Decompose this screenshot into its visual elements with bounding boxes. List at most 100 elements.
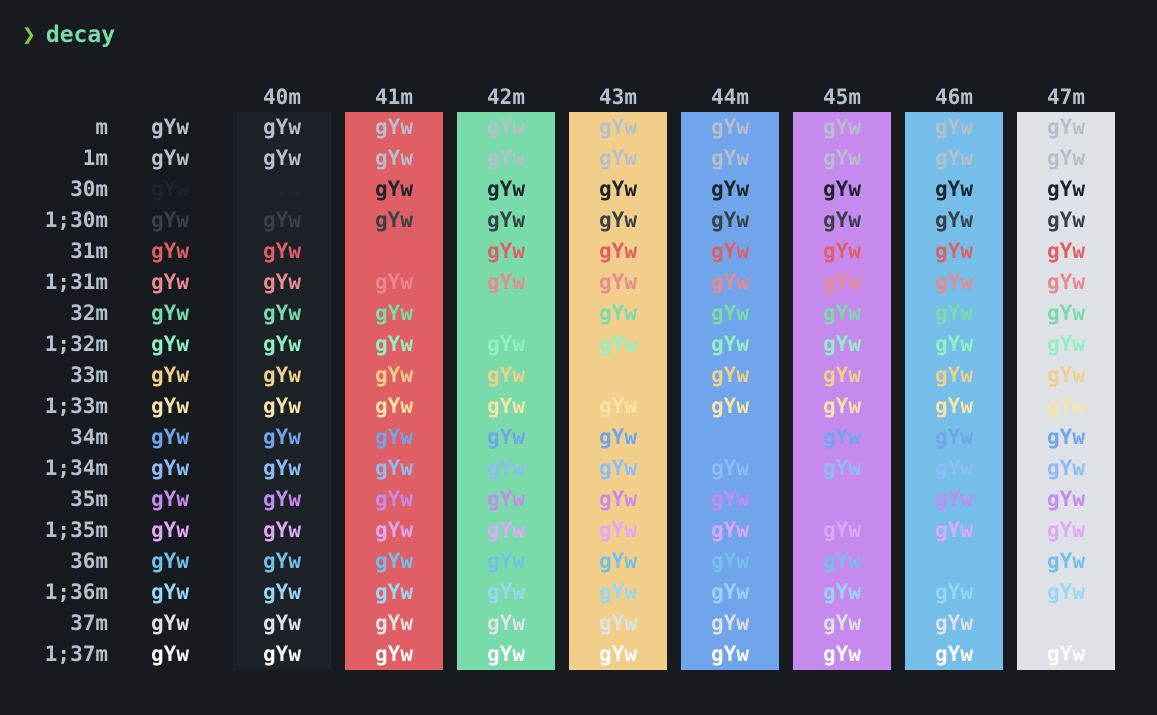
sample-cell: gYw <box>263 549 301 573</box>
sample-cell: gYw <box>935 332 973 356</box>
sample-cell: gYw <box>375 580 413 604</box>
sample-cell: gYw <box>599 642 637 666</box>
column-header-42m: 42m <box>487 85 525 109</box>
sample-cell: gYw <box>375 456 413 480</box>
sample-cell: gYw <box>599 549 637 573</box>
sample-cell: gYw <box>1047 332 1085 356</box>
bg-column-44m <box>681 112 779 670</box>
row-label: 1;35m <box>44 518 108 542</box>
sample-cell: gYw <box>711 270 749 294</box>
sample-cell: gYw <box>263 332 301 356</box>
sample-cell: gYw <box>1047 301 1085 325</box>
sample-cell: gYw <box>375 208 413 232</box>
sample-cell: gYw <box>487 642 525 666</box>
column-header-47m: 47m <box>1047 85 1085 109</box>
sample-cell: gYw <box>151 270 189 294</box>
sample-cell: gYw <box>375 239 413 263</box>
sample-cell: gYw <box>1047 146 1085 170</box>
sample-cell: gYw <box>487 549 525 573</box>
row-label: 36m <box>70 549 108 573</box>
sample-cell: gYw <box>599 394 637 418</box>
sample-cell: gYw <box>263 611 301 635</box>
sample-cell: gYw <box>375 270 413 294</box>
sample-cell: gYw <box>599 270 637 294</box>
row-label: 1;36m <box>44 580 108 604</box>
sample-cell: gYw <box>823 146 861 170</box>
sample-cell: gYw <box>487 425 525 449</box>
row-label: 1;34m <box>44 456 108 480</box>
sample-cell: gYw <box>935 301 973 325</box>
sample-cell: gYw <box>599 456 637 480</box>
sample-cell: gYw <box>375 363 413 387</box>
sample-cell: gYw <box>935 487 973 511</box>
sample-cell: gYw <box>151 549 189 573</box>
sample-cell: gYw <box>1047 208 1085 232</box>
sample-cell: gYw <box>1047 270 1085 294</box>
sample-cell: gYw <box>151 611 189 635</box>
sample-cell: gYw <box>151 239 189 263</box>
sample-cell: gYw <box>375 487 413 511</box>
sample-cell: gYw <box>823 239 861 263</box>
sample-cell: gYw <box>711 177 749 201</box>
row-label: 1;32m <box>44 332 108 356</box>
column-header-41m: 41m <box>375 85 413 109</box>
row-label: 32m <box>70 301 108 325</box>
sample-cell: gYw <box>263 425 301 449</box>
sample-cell: gYw <box>935 363 973 387</box>
row-label: m <box>95 115 108 139</box>
sample-cell: gYw <box>151 363 189 387</box>
bg-column-42m <box>457 112 555 670</box>
sample-cell: gYw <box>487 301 525 325</box>
sample-cell: gYw <box>375 425 413 449</box>
sample-cell: gYw <box>711 425 749 449</box>
sample-cell: gYw <box>487 611 525 635</box>
sample-cell: gYw <box>487 332 525 356</box>
sample-cell: gYw <box>375 332 413 356</box>
sample-cell: gYw <box>263 580 301 604</box>
row-label: 35m <box>70 487 108 511</box>
sample-cell: gYw <box>151 301 189 325</box>
sample-cell: gYw <box>487 208 525 232</box>
column-header-43m: 43m <box>599 85 637 109</box>
sample-cell: gYw <box>375 146 413 170</box>
bg-column-46m <box>905 112 1003 670</box>
sample-cell: gYw <box>823 332 861 356</box>
bg-column-40m <box>233 112 331 670</box>
sample-cell: gYw <box>487 518 525 542</box>
sample-cell: gYw <box>711 518 749 542</box>
sample-cell: gYw <box>1047 580 1085 604</box>
sample-cell: gYw <box>711 332 749 356</box>
sample-cell: gYw <box>711 208 749 232</box>
prompt-chevron-icon: ❯ <box>22 22 36 48</box>
sample-cell: gYw <box>935 208 973 232</box>
sample-cell: gYw <box>823 177 861 201</box>
sample-cell: gYw <box>711 394 749 418</box>
sample-cell: gYw <box>263 301 301 325</box>
sample-cell: gYw <box>151 642 189 666</box>
sample-cell: gYw <box>487 270 525 294</box>
sample-cell: gYw <box>487 177 525 201</box>
row-label: 30m <box>70 177 108 201</box>
sample-cell: gYw <box>823 518 861 542</box>
sample-cell: gYw <box>823 394 861 418</box>
sample-cell: gYw <box>375 642 413 666</box>
sample-cell: gYw <box>375 611 413 635</box>
sample-cell: gYw <box>935 270 973 294</box>
sample-cell: gYw <box>1047 425 1085 449</box>
row-label: 1;31m <box>44 270 108 294</box>
sample-cell: gYw <box>487 115 525 139</box>
sample-cell: gYw <box>151 580 189 604</box>
sample-cell: gYw <box>935 394 973 418</box>
sample-cell: gYw <box>375 177 413 201</box>
sample-cell: gYw <box>375 394 413 418</box>
sample-cell: gYw <box>263 177 301 201</box>
sample-cell: gYw <box>711 115 749 139</box>
sample-cell: gYw <box>935 611 973 635</box>
sample-cell: gYw <box>599 611 637 635</box>
column-header-44m: 44m <box>711 85 749 109</box>
sample-cell: gYw <box>263 208 301 232</box>
column-header-45m: 45m <box>823 85 861 109</box>
sample-cell: gYw <box>599 580 637 604</box>
sample-cell: gYw <box>599 177 637 201</box>
sample-cell: gYw <box>823 363 861 387</box>
